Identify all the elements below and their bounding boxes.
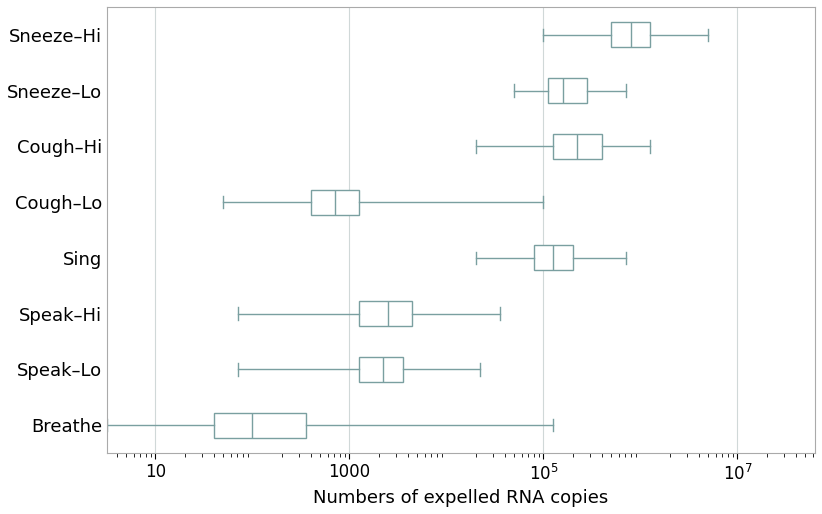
PathPatch shape xyxy=(214,413,306,437)
X-axis label: Numbers of expelled RNA copies: Numbers of expelled RNA copies xyxy=(313,489,608,507)
PathPatch shape xyxy=(612,22,650,47)
PathPatch shape xyxy=(553,134,602,159)
PathPatch shape xyxy=(311,190,359,215)
PathPatch shape xyxy=(548,78,587,103)
PathPatch shape xyxy=(359,357,403,382)
PathPatch shape xyxy=(359,301,413,326)
PathPatch shape xyxy=(533,245,573,270)
